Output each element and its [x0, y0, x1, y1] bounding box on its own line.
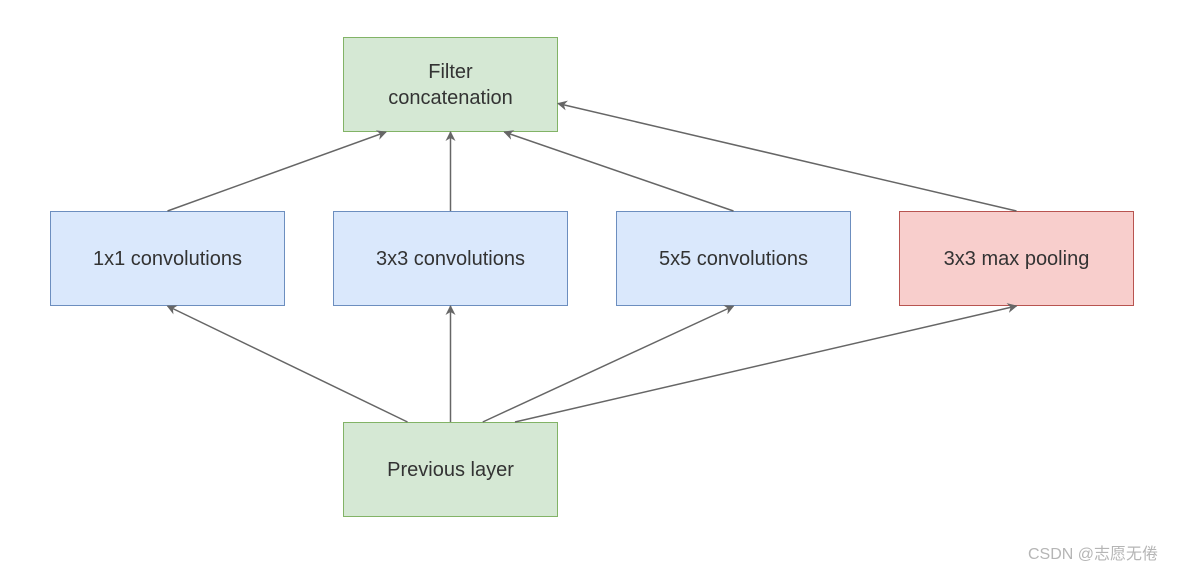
watermark-text: CSDN @志愿无倦	[1028, 540, 1158, 564]
edge-arrow	[168, 132, 387, 211]
node-filter-concatenation: Filterconcatenation	[343, 37, 558, 132]
edge-arrow	[558, 104, 1017, 212]
node-conv-5x5: 5x5 convolutions	[616, 211, 851, 306]
node-conv-1x1: 1x1 convolutions	[50, 211, 285, 306]
node-previous-layer: Previous layer	[343, 422, 558, 517]
edge-arrow	[515, 306, 1017, 422]
edge-arrow	[483, 306, 734, 422]
node-label: Filterconcatenation	[388, 59, 513, 111]
edge-arrow	[168, 306, 408, 422]
node-label: 3x3 convolutions	[376, 246, 525, 272]
node-label: 5x5 convolutions	[659, 246, 808, 272]
node-conv-3x3: 3x3 convolutions	[333, 211, 568, 306]
node-label: Previous layer	[387, 457, 514, 483]
node-label: 1x1 convolutions	[93, 246, 242, 272]
node-max-pooling: 3x3 max pooling	[899, 211, 1134, 306]
node-label: 3x3 max pooling	[944, 246, 1090, 272]
edge-arrow	[504, 132, 733, 211]
